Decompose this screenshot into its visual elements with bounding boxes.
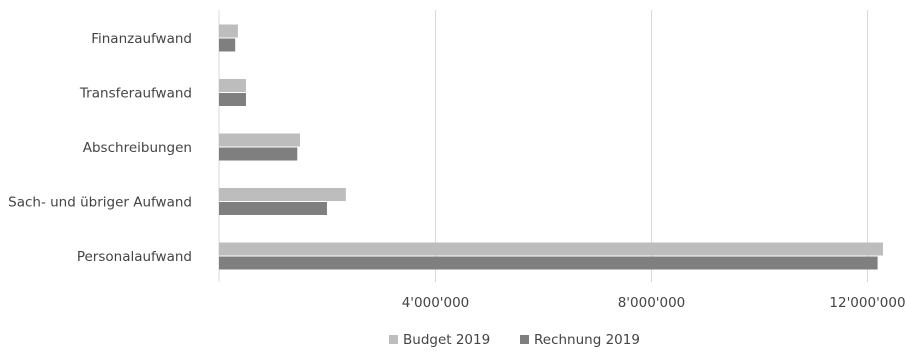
bar-budget	[219, 242, 883, 256]
bar-budget	[219, 188, 346, 201]
bar-budget	[219, 24, 238, 38]
bar-rechnung	[219, 93, 246, 106]
category-labels: Finanzaufwand Transferaufwand Abschreibung…	[8, 31, 192, 265]
category-label: Sach- und übriger Aufwand	[8, 195, 192, 211]
bar-rechnung	[219, 202, 327, 215]
bar-rechnung	[219, 38, 236, 52]
x-tick-labels: 4'000'000 8'000'000 12'000'000	[402, 295, 906, 311]
category-label: Transferaufwand	[79, 86, 192, 102]
x-tick-label: 12'000'000	[829, 295, 905, 311]
bar-budget	[219, 133, 300, 147]
x-tick-label: 8'000'000	[618, 295, 686, 311]
x-tick-label: 4'000'000	[402, 295, 470, 311]
bar-rechnung	[219, 147, 298, 161]
legend-swatch	[389, 335, 398, 344]
legend-swatch	[520, 335, 529, 344]
gridlines	[218, 10, 868, 282]
bar-budget	[219, 79, 246, 92]
category-label: Finanzaufwand	[91, 31, 192, 47]
category-label: Personalaufwand	[77, 249, 192, 265]
legend: Budget 2019 Rechnung 2019	[389, 332, 640, 348]
legend-label: Budget 2019	[403, 332, 490, 348]
legend-label: Rechnung 2019	[534, 332, 640, 348]
category-label: Abschreibungen	[83, 140, 192, 156]
bar-rechnung	[219, 256, 878, 270]
bars	[219, 24, 883, 270]
